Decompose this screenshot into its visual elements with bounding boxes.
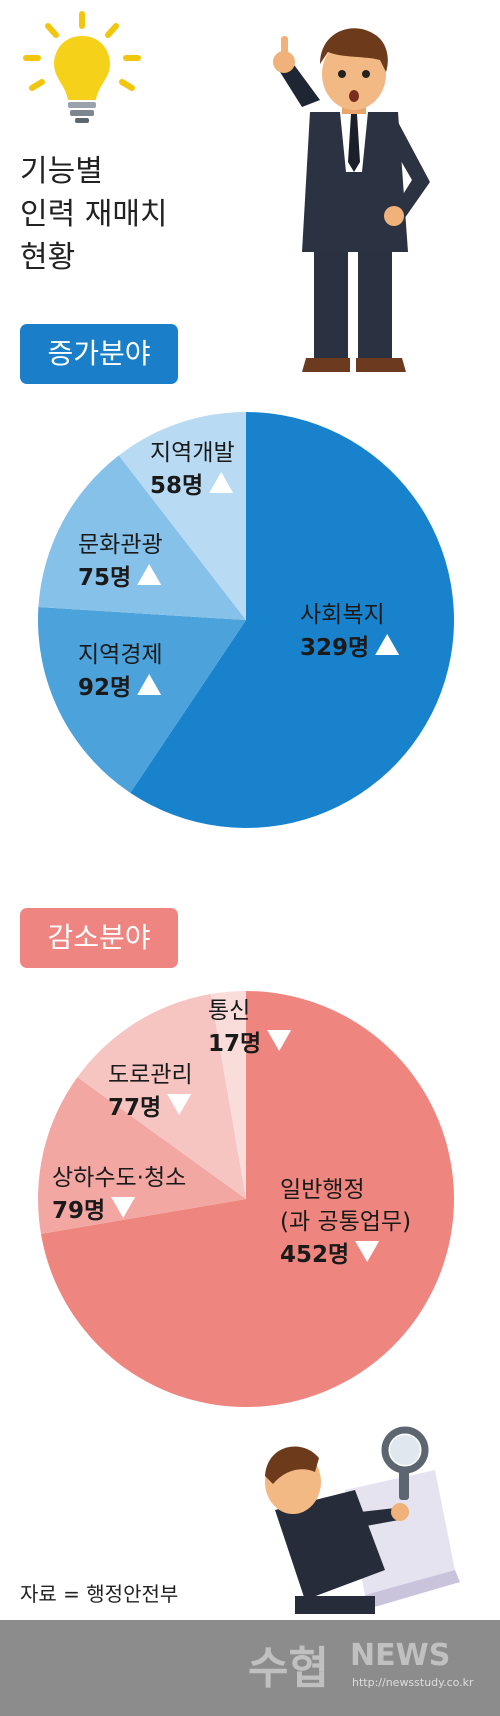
increase-label-name-2: 문화관광 (78, 532, 163, 558)
increase-slice-0 (130, 412, 454, 828)
increase-label-value-3: 58명 (150, 473, 203, 499)
increase-label-name-1: 지역경제 (78, 642, 163, 668)
decrease-label-value-0: 452명 (280, 1242, 349, 1268)
decrease-label-1: 상하수도·청소 79명 (52, 1165, 186, 1224)
watermark-url: http://newsstudy.co.kr (352, 1676, 474, 1689)
decrease-label-name-3: 통신 (208, 998, 250, 1024)
increase-slice-3 (118, 412, 246, 620)
decrease-label-value-3: 17명 (208, 1031, 261, 1057)
decrease-slice-2 (77, 994, 246, 1199)
increase-slice-1 (37, 607, 246, 793)
increase-up-arrow-icon-3 (209, 472, 234, 493)
decrease-down-arrow-icon-3 (267, 1030, 292, 1051)
increase-label-name-3: 지역개발 (150, 440, 235, 466)
source-note: 자료 = 행정안전부 (20, 1582, 179, 1606)
decrease-category-badge: 감소분야 (20, 908, 178, 968)
decrease-label-sub-0: (과 공통업무) (280, 1209, 411, 1235)
decrease-label-0: 일반행정 (과 공통업무) 452명 (280, 1177, 411, 1268)
increase-up-arrow-icon-0 (375, 634, 400, 655)
increase-up-arrow-icon-1 (137, 674, 162, 695)
increase-label-0: 사회복지 329명 (300, 602, 385, 661)
increase-label-value-0: 329명 (300, 635, 369, 661)
watermark-logo: 수협 (248, 1643, 329, 1694)
decrease-label-3: 통신 17명 (208, 998, 261, 1057)
increase-label-value-2: 75명 (78, 565, 131, 591)
decrease-label-name-2: 도로관리 (108, 1062, 193, 1088)
title-line-3: 현황 (20, 240, 76, 275)
watermark-news: NEWS (350, 1638, 451, 1673)
decrease-slice-0 (40, 991, 455, 1407)
increase-label-3: 지역개발 58명 (150, 440, 235, 499)
increase-up-arrow-icon-2 (137, 564, 162, 585)
page-title: 기능별 인력 재매치 현황 (20, 150, 168, 279)
decrease-label-value-1: 79명 (52, 1198, 105, 1224)
businessman-illustration (273, 28, 430, 372)
businessman-with-magnifier-illustration (265, 1426, 460, 1614)
footer-bar (0, 1620, 500, 1716)
decrease-down-arrow-icon-1 (111, 1197, 136, 1218)
title-line-1: 기능별 (20, 154, 103, 189)
decrease-label-2: 도로관리 77명 (108, 1062, 193, 1121)
decrease-slice-3 (210, 991, 246, 1199)
decrease-pie-chart: 일반행정 (과 공통업무) 452명 상하수도·청소 79명 도로관리 77명 통신 17명 (38, 991, 455, 1407)
increase-label-value-1: 92명 (78, 675, 131, 701)
decrease-slice-1 (38, 1077, 246, 1234)
increase-category-badge: 증가분야 (20, 324, 178, 384)
increase-pie-chart: 사회복지 329명 지역경제 92명 문화관광 75명 지역개발 58명 (37, 412, 454, 828)
increase-label-1: 지역경제 92명 (78, 642, 163, 701)
light-bulb-icon (23, 11, 141, 123)
increase-label-2: 문화관광 75명 (78, 532, 163, 591)
increase-label-name-0: 사회복지 (300, 602, 385, 628)
decrease-down-arrow-icon-0 (355, 1241, 380, 1262)
decrease-label-name-1: 상하수도·청소 (52, 1165, 186, 1191)
decrease-label-name-0: 일반행정 (280, 1177, 365, 1203)
decrease-down-arrow-icon-2 (167, 1094, 192, 1115)
increase-slice-2 (38, 455, 246, 620)
title-line-2: 인력 재매치 (20, 197, 168, 232)
decrease-label-value-2: 77명 (108, 1095, 161, 1121)
